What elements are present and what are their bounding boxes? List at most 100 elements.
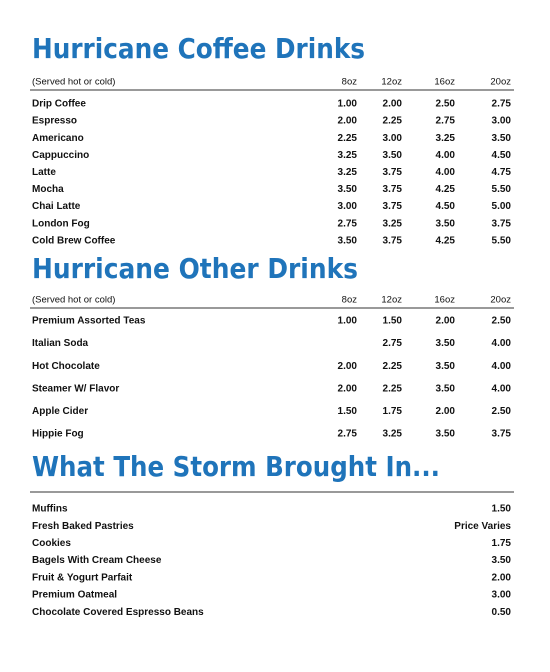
price: 2.25 <box>383 361 403 372</box>
price: 3.75 <box>383 201 403 212</box>
price: 2.00 <box>338 361 358 372</box>
price: 2.25 <box>383 383 403 394</box>
size-label: 20oz <box>490 77 511 88</box>
price: 2.25 <box>383 116 403 127</box>
size-label: 12oz <box>381 77 402 88</box>
price: 2.75 <box>338 218 358 229</box>
price: 2.00 <box>338 116 358 127</box>
size-label: 16oz <box>434 295 455 306</box>
price: 4.50 <box>492 150 512 161</box>
price: 2.75 <box>436 116 456 127</box>
price: 1.50 <box>383 316 403 327</box>
item-name: Chocolate Covered Espresso Beans <box>32 607 204 618</box>
item-name: Steamer W/ Flavor <box>32 383 119 394</box>
price: 2.00 <box>492 572 512 583</box>
price: 2.00 <box>436 316 456 327</box>
size-label: 16oz <box>434 77 455 88</box>
item-name: Latte <box>32 167 56 178</box>
section-title: What The Storm Brought In... <box>32 450 440 483</box>
price: 4.00 <box>492 361 512 372</box>
price: 4.00 <box>436 167 456 178</box>
price: 2.75 <box>383 338 403 349</box>
price: 3.75 <box>492 218 512 229</box>
price: 2.75 <box>338 429 358 440</box>
price: 3.00 <box>338 201 358 212</box>
price: 2.00 <box>383 99 403 110</box>
price: 1.75 <box>383 406 403 417</box>
price: 5.50 <box>492 235 512 246</box>
price: 4.25 <box>436 235 456 246</box>
price: 2.00 <box>338 383 358 394</box>
item-name: Cold Brew Coffee <box>32 235 116 246</box>
item-name: Apple Cider <box>32 406 88 417</box>
size-label: 8oz <box>342 77 358 88</box>
price: 4.00 <box>492 383 512 394</box>
price: 3.50 <box>492 133 512 144</box>
item-name: Bagels With Cream Cheese <box>32 555 162 566</box>
item-name: Chai Latte <box>32 201 81 212</box>
price: Price Varies <box>454 521 511 532</box>
price: 3.50 <box>492 555 512 566</box>
price: 3.75 <box>383 184 403 195</box>
price: 0.50 <box>492 607 512 618</box>
item-name: Premium Assorted Teas <box>32 316 146 327</box>
size-label: 20oz <box>490 295 511 306</box>
price: 3.00 <box>383 133 403 144</box>
size-label: 12oz <box>381 295 402 306</box>
item-name: Espresso <box>32 116 77 127</box>
price: 4.25 <box>436 184 456 195</box>
price: 2.50 <box>492 316 512 327</box>
price: 3.50 <box>436 218 456 229</box>
item-name: Cappuccino <box>32 150 89 161</box>
item-name: Americano <box>32 133 84 144</box>
price: 3.75 <box>492 429 512 440</box>
price: 3.50 <box>436 383 456 394</box>
price: 3.50 <box>436 361 456 372</box>
item-name: Drip Coffee <box>32 99 86 110</box>
price: 4.00 <box>436 150 456 161</box>
item-name: Fresh Baked Pastries <box>32 521 134 532</box>
price: 1.75 <box>492 538 512 549</box>
price: 3.50 <box>338 235 358 246</box>
price: 1.50 <box>492 504 512 515</box>
price: 3.75 <box>383 235 403 246</box>
price: 3.25 <box>338 150 358 161</box>
section-title: Hurricane Other Drinks <box>32 252 358 285</box>
item-name: Hot Chocolate <box>32 361 100 372</box>
price: 4.75 <box>492 167 512 178</box>
item-name: Premium Oatmeal <box>32 590 117 601</box>
price: 3.00 <box>492 590 512 601</box>
item-name: Mocha <box>32 184 64 195</box>
price: 2.50 <box>492 406 512 417</box>
item-name: London Fog <box>32 218 90 229</box>
price: 3.50 <box>436 338 456 349</box>
price: 3.75 <box>383 167 403 178</box>
price: 3.00 <box>492 116 512 127</box>
price: 3.50 <box>383 150 403 161</box>
item-name: Fruit & Yogurt Parfait <box>32 572 133 583</box>
item-name: Cookies <box>32 538 71 549</box>
price: 2.50 <box>436 99 456 110</box>
price: 1.50 <box>338 406 358 417</box>
item-name: Italian Soda <box>32 338 89 349</box>
price: 5.50 <box>492 184 512 195</box>
price: 4.00 <box>492 338 512 349</box>
item-name: Hippie Fog <box>32 429 84 440</box>
header-note: (Served hot or cold) <box>32 295 115 306</box>
price: 1.00 <box>338 316 358 327</box>
section-title: Hurricane Coffee Drinks <box>32 32 365 65</box>
price: 5.00 <box>492 201 512 212</box>
price: 4.50 <box>436 201 456 212</box>
size-label: 8oz <box>342 295 358 306</box>
price: 3.25 <box>383 218 403 229</box>
price: 2.00 <box>436 406 456 417</box>
price: 3.25 <box>338 167 358 178</box>
price: 2.75 <box>492 99 512 110</box>
price: 2.25 <box>338 133 358 144</box>
header-note: (Served hot or cold) <box>32 77 115 88</box>
item-name: Muffins <box>32 504 68 515</box>
price: 3.25 <box>436 133 456 144</box>
price: 1.00 <box>338 99 358 110</box>
price: 3.50 <box>436 429 456 440</box>
